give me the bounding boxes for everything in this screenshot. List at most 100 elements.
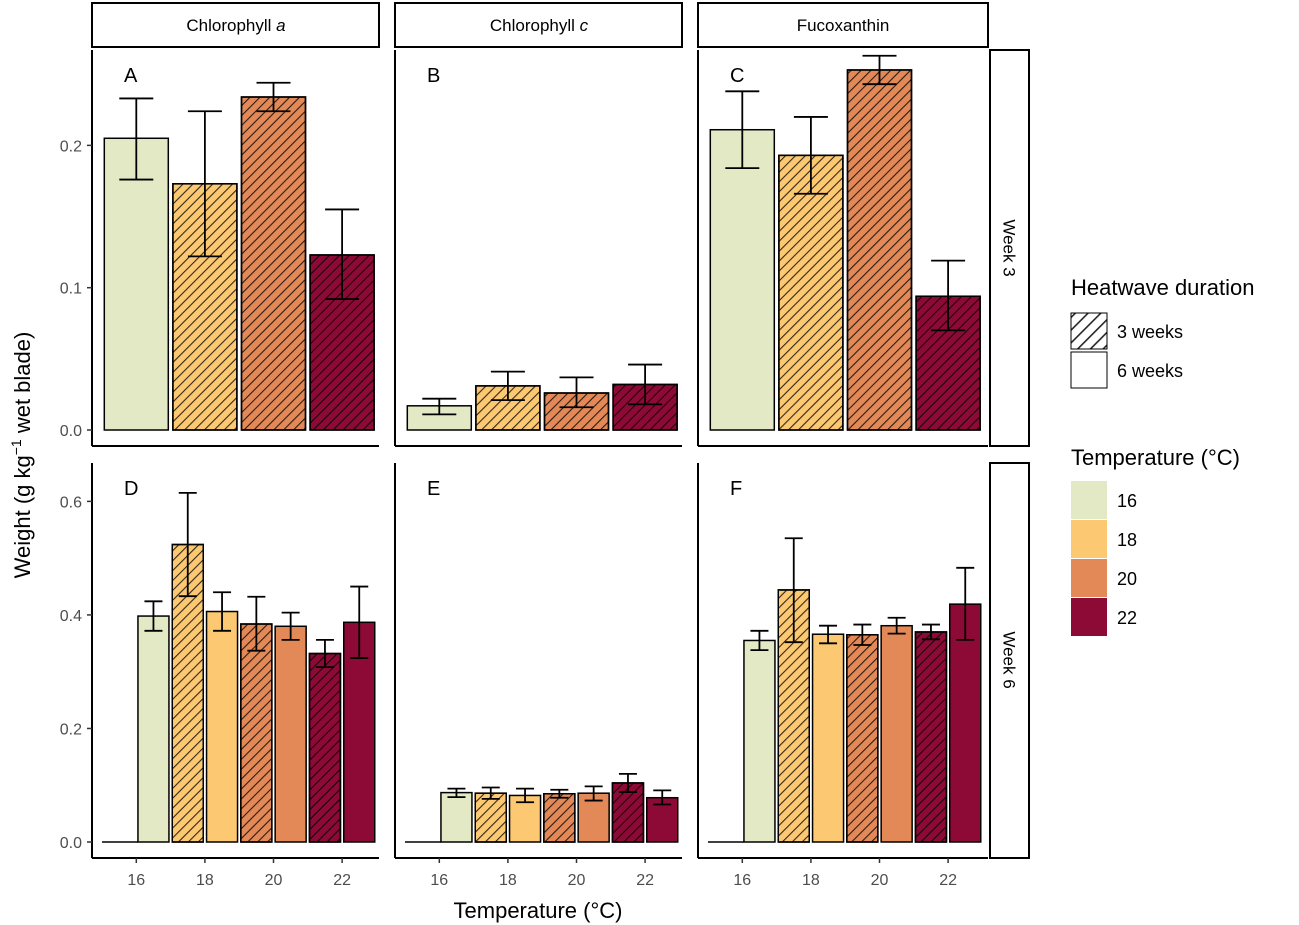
error-bar (618, 772, 637, 793)
bar-fill (880, 624, 913, 843)
bar-C-18-3wk (778, 116, 844, 431)
panel-label-F: F (730, 478, 742, 500)
error-bar (481, 786, 500, 800)
bar-E-20-6wk (577, 785, 610, 843)
panel-label-B: B (427, 65, 440, 87)
panel-E: E 16 18 20 22 (394, 463, 682, 889)
bar-D-20-6wk (274, 611, 307, 843)
legend: Heatwave duration 3 weeks 6 weeks Temper… (1070, 275, 1254, 636)
error-bar (793, 116, 828, 195)
legend-key-temp-16 (1071, 481, 1107, 519)
error-bar (422, 397, 457, 416)
error-bar (315, 639, 334, 669)
legend-label-temp-22: 22 (1117, 608, 1137, 628)
x-tick-label: 18 (499, 872, 517, 889)
panels: A 0.0 0.1 0.2 B C D 0.0 0.2 0.4 0.6 16 18 20 22 E 16 18 20… (60, 50, 988, 889)
error-bar (281, 611, 300, 641)
error-bar (144, 600, 163, 632)
legend-label-3-weeks: 3 weeks (1117, 322, 1183, 342)
bar-F-18-6wk (811, 624, 845, 843)
column-strips: Chlorophyll a Chlorophyll c Fucoxanthin (91, 2, 989, 48)
x-tick-label: 18 (802, 872, 820, 889)
bar-F-20-3wk (846, 623, 879, 843)
bar-hatch (474, 792, 507, 843)
x-tick-label: 18 (196, 872, 214, 889)
bar-F-18-3wk (777, 537, 810, 843)
legend-item-6-weeks: 6 weeks (1070, 351, 1183, 389)
error-bar (862, 54, 897, 86)
error-bar (725, 90, 760, 170)
strip-fucoxanthin: Fucoxanthin (697, 2, 989, 48)
x-tick-label: 20 (265, 872, 283, 889)
bar-fill (205, 610, 239, 843)
strip-chlorophyll-c: Chlorophyll c (394, 2, 683, 48)
legend-key-temp-18 (1071, 520, 1107, 558)
bar-D-20-3wk (240, 595, 273, 843)
error-bar (931, 259, 966, 332)
error-bar (628, 363, 663, 406)
error-bar (516, 787, 535, 804)
bar-hatch (240, 623, 273, 843)
x-tick-label: 20 (568, 872, 586, 889)
legend-label-6-weeks: 6 weeks (1117, 361, 1183, 381)
bar-fill (440, 791, 473, 843)
error-bar (584, 785, 603, 802)
bar-hatch (543, 792, 576, 843)
panel-D: D 0.0 0.2 0.4 0.6 16 18 20 22 (60, 463, 379, 889)
bar-E-18-3wk (474, 786, 507, 843)
panel-B: B (394, 50, 682, 447)
bar-A-16-6wk (103, 97, 170, 431)
legend-key-6-weeks (1070, 351, 1108, 389)
bar-E-22-6wk (646, 789, 679, 843)
bar-A-18-3wk (172, 110, 238, 431)
panel-bg (395, 50, 682, 446)
bar-F-16-6wk (743, 629, 776, 843)
panel-label-E: E (427, 478, 440, 500)
y-tick-label: 0.2 (60, 721, 82, 738)
bar-C-20-3wk (846, 54, 913, 431)
bar-B-18-3wk (475, 370, 541, 431)
y-tick-label: 0.0 (60, 423, 82, 440)
legend-item-temp-18: 18 (1071, 520, 1137, 558)
legend-item-temp-20: 20 (1071, 559, 1137, 597)
legend-temperature-title: Temperature (°C) (1071, 445, 1240, 470)
error-bar (819, 624, 838, 645)
legend-item-3-weeks: 3 weeks (1070, 312, 1183, 350)
bar-B-16-6wk (406, 397, 473, 431)
y-tick-label: 0.1 (60, 281, 82, 298)
error-bar (559, 376, 594, 409)
legend-key-temp-22 (1071, 598, 1107, 636)
error-bar (119, 97, 154, 181)
bar-fill (743, 639, 776, 843)
legend-label-temp-16: 16 (1117, 491, 1137, 511)
error-bar (256, 81, 291, 113)
x-tick-label: 16 (430, 872, 448, 889)
y-tick-label: 0.6 (60, 494, 82, 511)
bar-fill (709, 128, 776, 431)
bar-hatch (240, 96, 307, 431)
legend-item-temp-22: 22 (1071, 598, 1137, 636)
bar-E-16-6wk (440, 787, 473, 843)
bar-hatch (846, 634, 879, 843)
bar-hatch (914, 631, 948, 843)
bar-E-18-6wk (508, 787, 542, 843)
bar-A-22-3wk (309, 208, 375, 431)
error-bar (784, 537, 803, 644)
legend-duration-title: Heatwave duration (1071, 275, 1254, 300)
x-tick-label: 16 (733, 872, 751, 889)
error-bar (853, 623, 872, 646)
y-tick-label: 0.0 (60, 835, 82, 852)
panel-label-C: C (730, 65, 744, 87)
y-axis-title: Weight (g kg−1 wet blade) (8, 332, 35, 579)
row-strips: Week 3 Week 6 (989, 49, 1030, 859)
error-bar (187, 110, 222, 258)
y-tick-label: 0.4 (60, 608, 82, 625)
error-bar (447, 787, 466, 799)
x-tick-label: 22 (636, 872, 654, 889)
bar-hatch (308, 652, 342, 843)
bar-E-20-3wk (543, 788, 576, 843)
bar-C-16-6wk (709, 90, 776, 431)
bar-hatch (846, 69, 913, 431)
error-bar (325, 208, 360, 300)
